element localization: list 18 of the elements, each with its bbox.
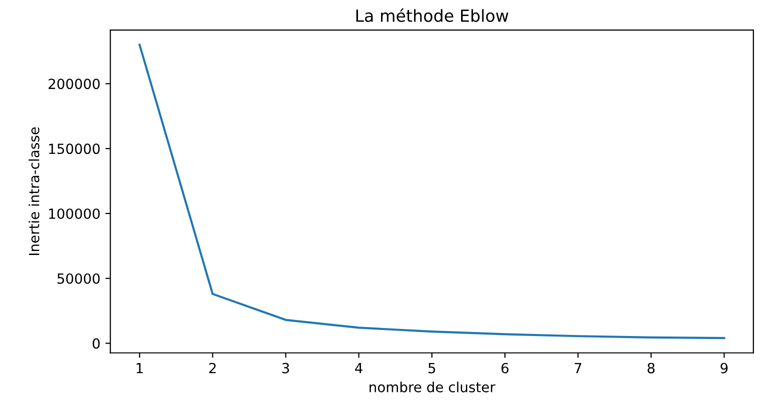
- x-tick-label: 4: [355, 363, 362, 374]
- y-tick-label: 200000: [48, 78, 100, 90]
- x-tick-label: 7: [574, 363, 582, 374]
- y-tick-label: 50000: [58, 273, 100, 284]
- x-tick-label: 8: [648, 362, 655, 374]
- y-tick-label: 100000: [49, 208, 100, 219]
- x-tick-label: 2: [209, 362, 216, 374]
- y-tick-label: 0: [92, 338, 100, 349]
- line-series: [138, 44, 726, 340]
- x-axis-title: nombre de cluster: [370, 382, 496, 392]
- x-tick-label: 1: [136, 363, 143, 374]
- x-tick-label: 9: [720, 362, 728, 374]
- x-tick-label: 5: [428, 363, 436, 374]
- x-tick-label: 6: [501, 362, 508, 374]
- chart-title: La méthode Eblow: [356, 8, 508, 22]
- y-axis-title: Inertie intra-classe: [28, 127, 40, 256]
- x-tick-label: 3: [282, 362, 290, 374]
- y-tick-label: 150000: [49, 144, 100, 154]
